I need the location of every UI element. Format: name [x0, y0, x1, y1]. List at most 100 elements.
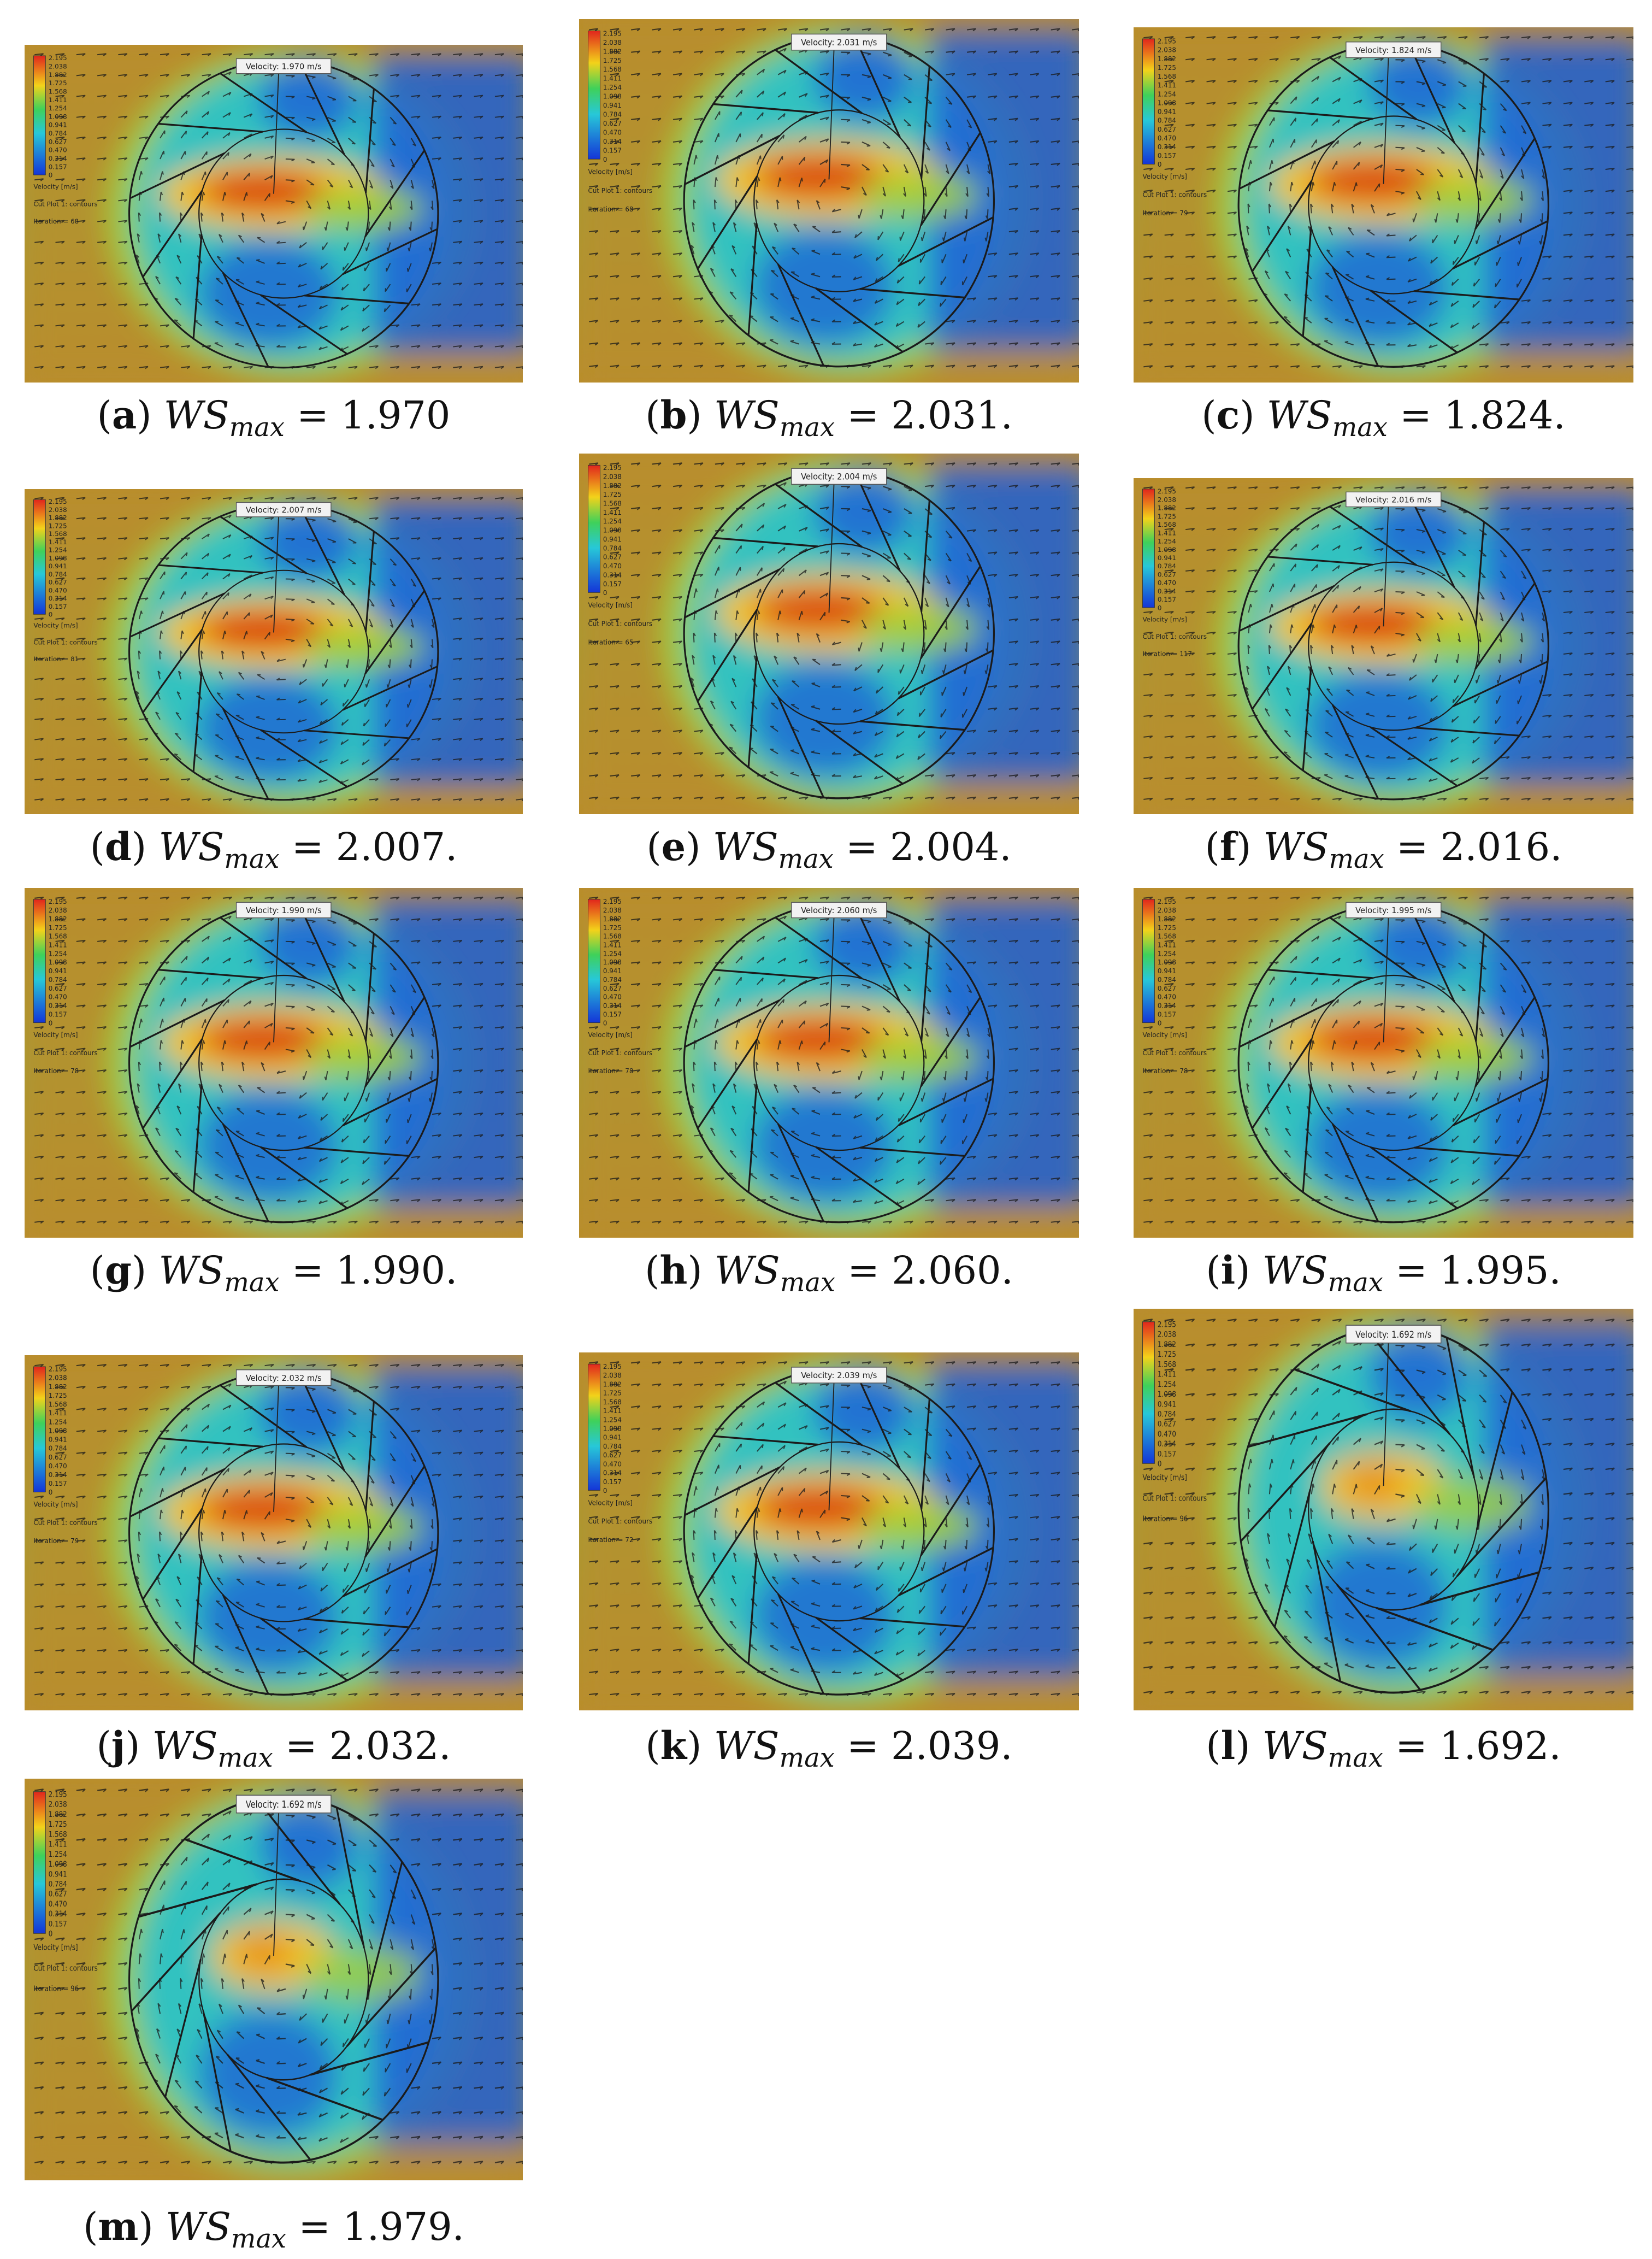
caption-g: (g) WSmax = 1.990. [90, 1248, 458, 1298]
legend-tick: 1.882 [49, 514, 67, 522]
iteration-label: Iteration = 96 [1142, 1515, 1188, 1523]
legend-tick: 0.157 [49, 1010, 67, 1018]
legend-tick: 1.568 [49, 530, 67, 538]
legend-tick: 0.314 [1158, 1002, 1176, 1009]
velocity-contour-plot: Velocity: 2.039 m/s2.1952.0381.8821.7251… [579, 1352, 1079, 1710]
legend-tick: 0 [1158, 1019, 1162, 1027]
probe-value: Velocity: 2.031 m/s [801, 37, 877, 48]
legend-tick: 2.195 [1158, 487, 1176, 495]
legend-tick: 1.725 [603, 56, 622, 64]
legend-tick: 1.098 [1158, 958, 1176, 966]
legend-tick: 1.882 [1158, 1340, 1176, 1349]
panel-a: Velocity: 1.970 m/s 2.195 2.038 1.882 1.725 1… [25, 45, 523, 383]
legend-tick: 2.195 [603, 464, 622, 472]
legend-tick: 0.941 [49, 1870, 67, 1879]
legend-tick: 0.157 [1158, 1450, 1176, 1459]
legend-tick: 0 [1158, 604, 1162, 612]
velocity-contour-plot: Velocity: 1.824 m/s2.1952.0381.8821.7251… [1134, 27, 1633, 383]
panel-letter: l [1220, 1723, 1236, 1768]
iteration-label: Iteration = 81 [33, 655, 79, 663]
legend-tick: 0.941 [49, 562, 67, 570]
legend-tick: 1.098 [603, 526, 622, 534]
legend-tick: 1.725 [49, 1820, 67, 1829]
legend-tick: 1.568 [603, 66, 622, 73]
caption-subscript: max [224, 1267, 280, 1298]
panel-c: Velocity: 1.824 m/s 2.195 2.038 1.882 1.725 1… [1134, 27, 1633, 383]
legend-tick: 1.725 [49, 924, 67, 932]
legend-tick: 0 [49, 611, 53, 619]
caption-l: (l) WSmax = 1.692. [1206, 1723, 1561, 1773]
ws-max-value: 2.031. [891, 393, 1013, 438]
legend-tick: 1.568 [1158, 932, 1176, 940]
legend-tick: 0.314 [49, 1471, 67, 1479]
legend-tick: 0 [49, 1489, 53, 1496]
caption-m: (m) WSmax = 1.979. [83, 2204, 464, 2254]
legend-tick: 1.725 [603, 1389, 622, 1397]
caption-subscript: max [779, 1743, 835, 1773]
panel-letter: m [98, 2204, 139, 2249]
legend-plot-label: Cut Plot 1: contours [33, 1049, 97, 1057]
iteration-label: Iteration = 68 [588, 205, 633, 213]
velocity-contour-plot: Velocity: 2.016 m/s2.1952.0381.8821.7251… [1134, 478, 1633, 814]
legend-tick: 0.627 [49, 1454, 67, 1461]
legend-tick: 0.470 [49, 993, 67, 1001]
iteration-label: Iteration = 79 [33, 1537, 79, 1545]
legend-tick: 0 [49, 172, 53, 179]
legend-tick: 0.470 [1158, 1430, 1176, 1439]
legend-tick: 0.627 [603, 985, 622, 992]
legend-tick: 2.038 [49, 63, 67, 70]
probe-label: Velocity: 1.692 m/s [235, 1795, 332, 1814]
legend-tick: 0.157 [1158, 152, 1176, 160]
legend-unit: Velocity [m/s] [33, 1501, 78, 1508]
legend-tick: 1.725 [1158, 1350, 1176, 1359]
legend-tick: 1.411 [49, 941, 67, 949]
legend-tick: 1.725 [603, 491, 622, 498]
caption-subscript: max [1328, 1743, 1383, 1773]
panel-letter: a [111, 392, 137, 438]
panel-letter: k [660, 1723, 687, 1768]
legend-unit: Velocity [m/s] [1142, 615, 1187, 623]
legend-tick: 1.725 [1158, 513, 1176, 520]
panel-letter: e [661, 824, 686, 869]
legend-tick: 1.098 [1158, 546, 1176, 554]
legend-unit: Velocity [m/s] [588, 168, 632, 175]
legend-tick: 0.470 [603, 562, 622, 570]
legend-tick: 0.627 [1158, 1420, 1176, 1429]
legend-unit: Velocity [m/s] [588, 1499, 632, 1507]
legend-tick: 0.941 [603, 102, 622, 109]
legend-tick: 0.784 [603, 976, 622, 984]
legend-tick: 2.038 [603, 1372, 622, 1379]
legend-tick: 1.098 [49, 1860, 67, 1869]
caption-variable: WS [712, 825, 778, 869]
legend-tick: 1.098 [1158, 99, 1176, 107]
legend-tick: 0.314 [1158, 587, 1176, 595]
iteration-label: Iteration = 78 [588, 1067, 633, 1075]
probe-value: Velocity: 2.007 m/s [246, 506, 322, 515]
caption-subscript: max [779, 412, 835, 443]
legend-tick: 1.882 [1158, 55, 1176, 63]
legend-tick: 2.038 [49, 506, 67, 514]
legend-tick: 1.254 [603, 950, 622, 957]
legend-tick: 0.314 [603, 1469, 622, 1476]
legend-plot-label: Cut Plot 1: contours [588, 1049, 652, 1057]
ws-max-value: 2.004. [890, 825, 1012, 869]
ws-max-value: 2.007. [335, 825, 458, 869]
caption-variable: WS [713, 1723, 780, 1768]
legend-tick: 0.470 [49, 1462, 67, 1470]
legend-tick: 0 [603, 1019, 607, 1027]
probe-value: Velocity: 1.824 m/s [1355, 45, 1432, 55]
legend-unit: Velocity [m/s] [33, 622, 78, 630]
panel-e: Velocity: 2.004 m/s 2.195 2.038 1.882 1.725 1… [579, 454, 1079, 814]
caption-c: (c) WSmax = 1.824. [1201, 392, 1566, 443]
caption-subscript: max [1329, 844, 1384, 874]
legend-tick: 1.411 [603, 1407, 622, 1415]
ws-max-value: 1.692. [1439, 1723, 1561, 1768]
caption-k: (k) WSmax = 2.039. [645, 1723, 1013, 1773]
legend-tick: 1.568 [1158, 1361, 1176, 1369]
legend-tick: 0 [603, 156, 607, 163]
legend-plot-label: Cut Plot 1: contours [1142, 191, 1207, 198]
legend-tick: 1.568 [603, 932, 622, 940]
